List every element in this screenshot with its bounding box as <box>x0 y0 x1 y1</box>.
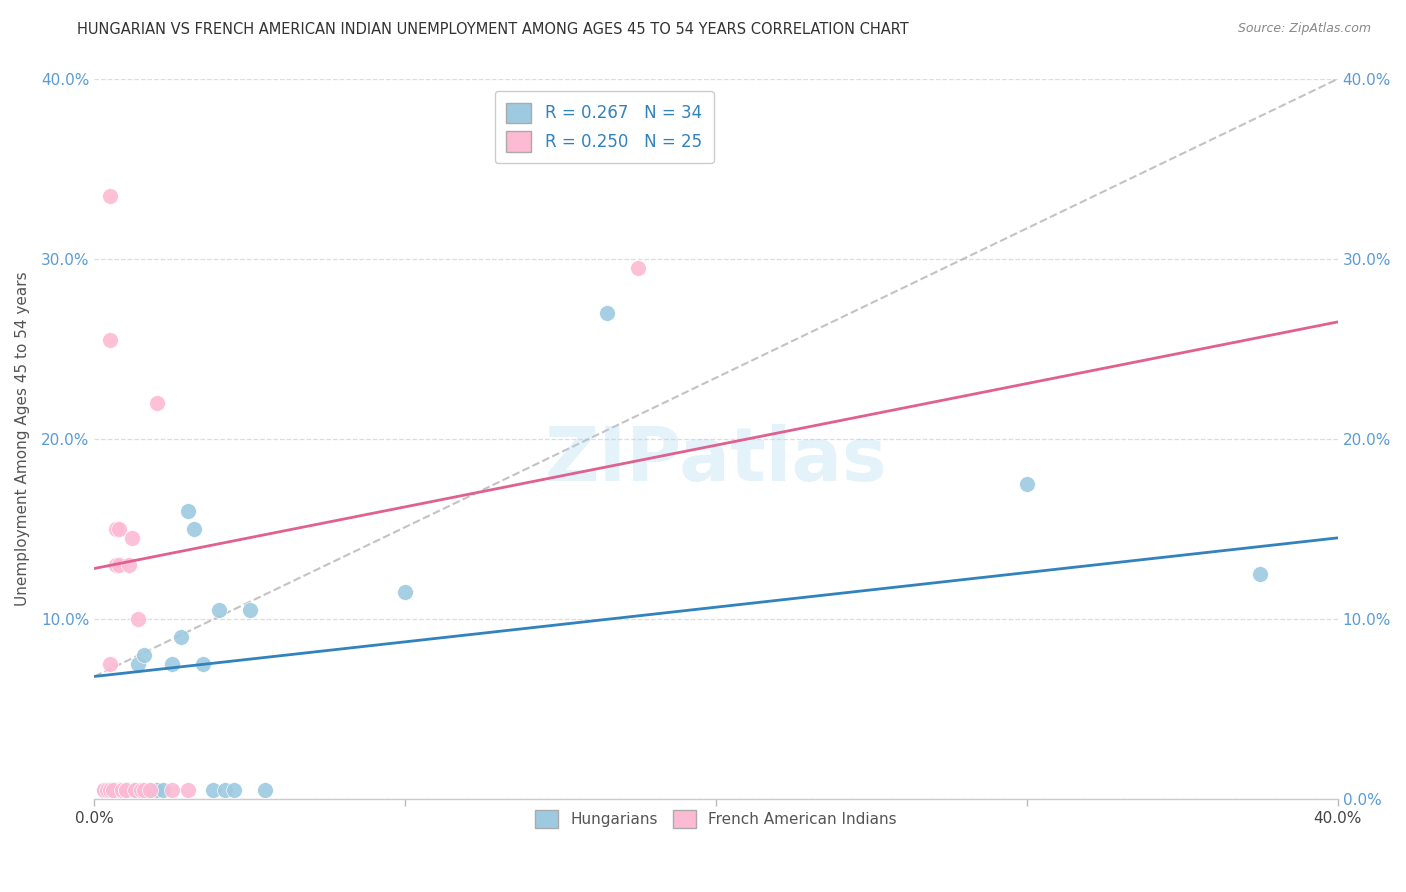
Text: ZIPatlas: ZIPatlas <box>544 424 887 497</box>
Point <box>111 782 134 797</box>
Point <box>96 782 118 797</box>
Point <box>1249 566 1271 581</box>
Legend: Hungarians, French American Indians: Hungarians, French American Indians <box>529 804 903 834</box>
Point <box>93 782 115 797</box>
Point <box>118 782 141 797</box>
Point <box>98 782 121 797</box>
Point <box>93 782 115 797</box>
Point <box>160 657 183 671</box>
Point <box>101 782 124 797</box>
Point <box>214 782 236 797</box>
Point <box>96 782 118 797</box>
Point <box>145 782 167 797</box>
Point <box>254 782 277 797</box>
Point <box>98 782 121 797</box>
Point <box>177 504 200 518</box>
Point <box>105 558 128 572</box>
Point <box>129 782 152 797</box>
Text: HUNGARIAN VS FRENCH AMERICAN INDIAN UNEMPLOYMENT AMONG AGES 45 TO 54 YEARS CORRE: HUNGARIAN VS FRENCH AMERICAN INDIAN UNEM… <box>77 22 910 37</box>
Point <box>160 782 183 797</box>
Point <box>124 782 146 797</box>
Point <box>98 657 121 671</box>
Point <box>127 612 149 626</box>
Point <box>134 648 156 662</box>
Point <box>1015 476 1038 491</box>
Point <box>111 782 134 797</box>
Point <box>201 782 224 797</box>
Point <box>114 782 136 797</box>
Point <box>114 782 136 797</box>
Point <box>627 260 650 275</box>
Point <box>98 189 121 203</box>
Point <box>108 558 131 572</box>
Text: Source: ZipAtlas.com: Source: ZipAtlas.com <box>1237 22 1371 36</box>
Point <box>193 657 215 671</box>
Point <box>93 782 115 797</box>
Point <box>127 657 149 671</box>
Point <box>98 333 121 347</box>
Point <box>596 306 619 320</box>
Point <box>183 522 205 536</box>
Point <box>145 396 167 410</box>
Point <box>105 522 128 536</box>
Point <box>129 782 152 797</box>
Point <box>177 782 200 797</box>
Point <box>152 782 174 797</box>
Point <box>139 782 162 797</box>
Y-axis label: Unemployment Among Ages 45 to 54 years: Unemployment Among Ages 45 to 54 years <box>15 271 30 607</box>
Point <box>108 782 131 797</box>
Point <box>114 782 136 797</box>
Point <box>239 603 262 617</box>
Point <box>101 782 124 797</box>
Point <box>108 522 131 536</box>
Point <box>394 585 416 599</box>
Point <box>105 782 128 797</box>
Point <box>224 782 246 797</box>
Point <box>208 603 231 617</box>
Point <box>118 558 141 572</box>
Point <box>121 782 143 797</box>
Point <box>139 782 162 797</box>
Point <box>124 782 146 797</box>
Point <box>114 782 136 797</box>
Point <box>170 630 193 644</box>
Point <box>134 782 156 797</box>
Point <box>121 531 143 545</box>
